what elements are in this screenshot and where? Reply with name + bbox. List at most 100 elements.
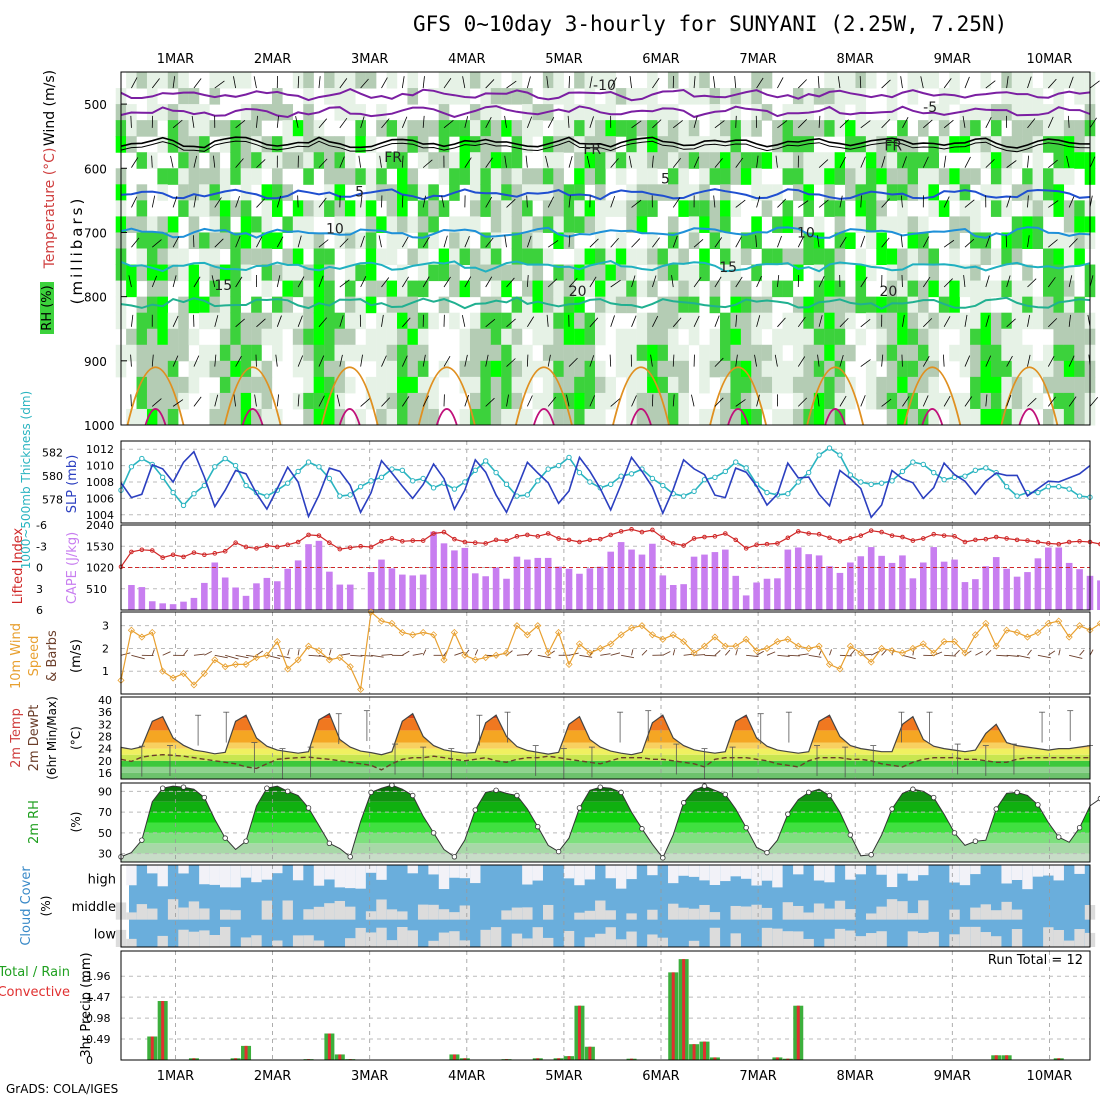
rh-cell: [584, 280, 596, 298]
rh-cell: [553, 408, 564, 426]
wind10m-point: [263, 651, 271, 659]
wind10m-barb: [1016, 654, 1031, 659]
rh-cell: [886, 216, 898, 233]
wind-barb: [547, 196, 554, 208]
rh-cell: [897, 264, 908, 282]
rh-cell: [1001, 280, 1012, 298]
rh-cell: [709, 120, 721, 137]
wind10m-point: [888, 647, 896, 655]
rh-cell: [292, 312, 304, 330]
wind-barb: [672, 197, 681, 208]
wind10m-point: [971, 631, 979, 639]
wind-barb: [1006, 160, 1017, 168]
precip-conv-bar: [463, 1058, 467, 1060]
rh-cell: [1063, 72, 1075, 89]
rh-cell: [178, 184, 189, 201]
rh-cell: [594, 392, 606, 410]
rh-cell: [938, 280, 950, 298]
wind10m-point: [825, 660, 834, 668]
wind-barb: [131, 237, 140, 248]
rh-cell: [407, 408, 419, 426]
cloud-cell: [209, 865, 220, 885]
precip-conv-bar: [1057, 1058, 1061, 1060]
rh-cell: [928, 72, 940, 89]
rh-cell: [647, 344, 658, 362]
thickness-point: [357, 483, 364, 490]
rh-cell: [813, 280, 825, 298]
wind-barb: [902, 314, 905, 327]
wind-barb: [900, 235, 903, 248]
rh-cell: [167, 392, 179, 410]
cloud-cell: [438, 909, 450, 920]
rh-cell: [792, 248, 804, 266]
precip-conv-bar: [994, 1055, 998, 1060]
rh-cell: [782, 216, 794, 233]
wind10m-barb: [600, 653, 611, 656]
cloud-cell: [219, 926, 231, 947]
cloud-cell: [417, 904, 429, 920]
rh-point: [326, 840, 333, 846]
pressure-tick-label: 700: [84, 226, 107, 240]
rh-cell: [407, 72, 419, 89]
cloud-cell: [615, 865, 627, 889]
wind-barb: [422, 276, 430, 288]
wind10m-point: [638, 622, 646, 630]
rh-cell: [657, 264, 669, 282]
wind-barb: [837, 76, 841, 89]
wind-barb: [485, 397, 495, 407]
rh-cell: [563, 136, 575, 153]
wind10m-point: [440, 656, 448, 664]
rh-cell: [855, 184, 867, 201]
rh-cell: [834, 328, 846, 346]
contour-label: 15: [214, 278, 232, 294]
wind-barb: [797, 79, 807, 89]
cape-bar: [315, 540, 323, 610]
rh-cell: [917, 152, 929, 169]
rh-point: [993, 806, 999, 812]
wind-barb: [777, 198, 787, 208]
cloud-cell: [907, 931, 919, 947]
precip-tick-label: 1.47: [86, 991, 111, 1004]
rh-cell: [251, 120, 262, 137]
lifted-index-point: [347, 545, 353, 550]
rh-cell: [292, 136, 304, 153]
rh-cell: [188, 152, 200, 169]
rh-cell: [188, 120, 200, 137]
rh-cell: [824, 264, 835, 282]
rh-cell: [303, 216, 314, 233]
rh-cell: [449, 280, 460, 298]
rh-cell: [417, 328, 429, 346]
rh-cell: [615, 232, 627, 249]
cloud-cell: [626, 865, 637, 880]
rh-cell: [459, 72, 471, 89]
wind-barb: [360, 116, 365, 128]
wind-barb: [443, 120, 454, 129]
cloud-cell: [532, 865, 543, 881]
rh-cell: [136, 72, 148, 89]
rh-cell: [1011, 328, 1023, 346]
rh-cell: [1074, 200, 1085, 217]
wind-barb: [526, 235, 532, 248]
temp-contour-15: [120, 259, 1091, 273]
rh-cell: [761, 184, 773, 201]
rh-cell: [626, 216, 637, 233]
rh-cell: [949, 312, 960, 330]
rh-cell: [1022, 264, 1033, 282]
rh-cell: [428, 392, 439, 410]
cloud-cell: [688, 908, 700, 920]
rh-cell: [209, 248, 221, 266]
rh-legend-swatch: [40, 282, 54, 334]
lifted-index-point: [181, 554, 186, 560]
rh-cell: [876, 248, 887, 266]
rh-cell: [574, 184, 585, 201]
rh-cell: [1022, 184, 1033, 201]
wind10m-point: [575, 640, 584, 648]
rh-cell: [1063, 360, 1075, 378]
cloud-cell: [397, 911, 408, 920]
rh-cell: [1011, 232, 1023, 249]
rh-cell: [761, 392, 773, 410]
rh-cell: [876, 376, 887, 394]
wind-barb: [235, 235, 241, 248]
cape-bar: [169, 604, 177, 610]
rh-cell: [730, 408, 742, 426]
